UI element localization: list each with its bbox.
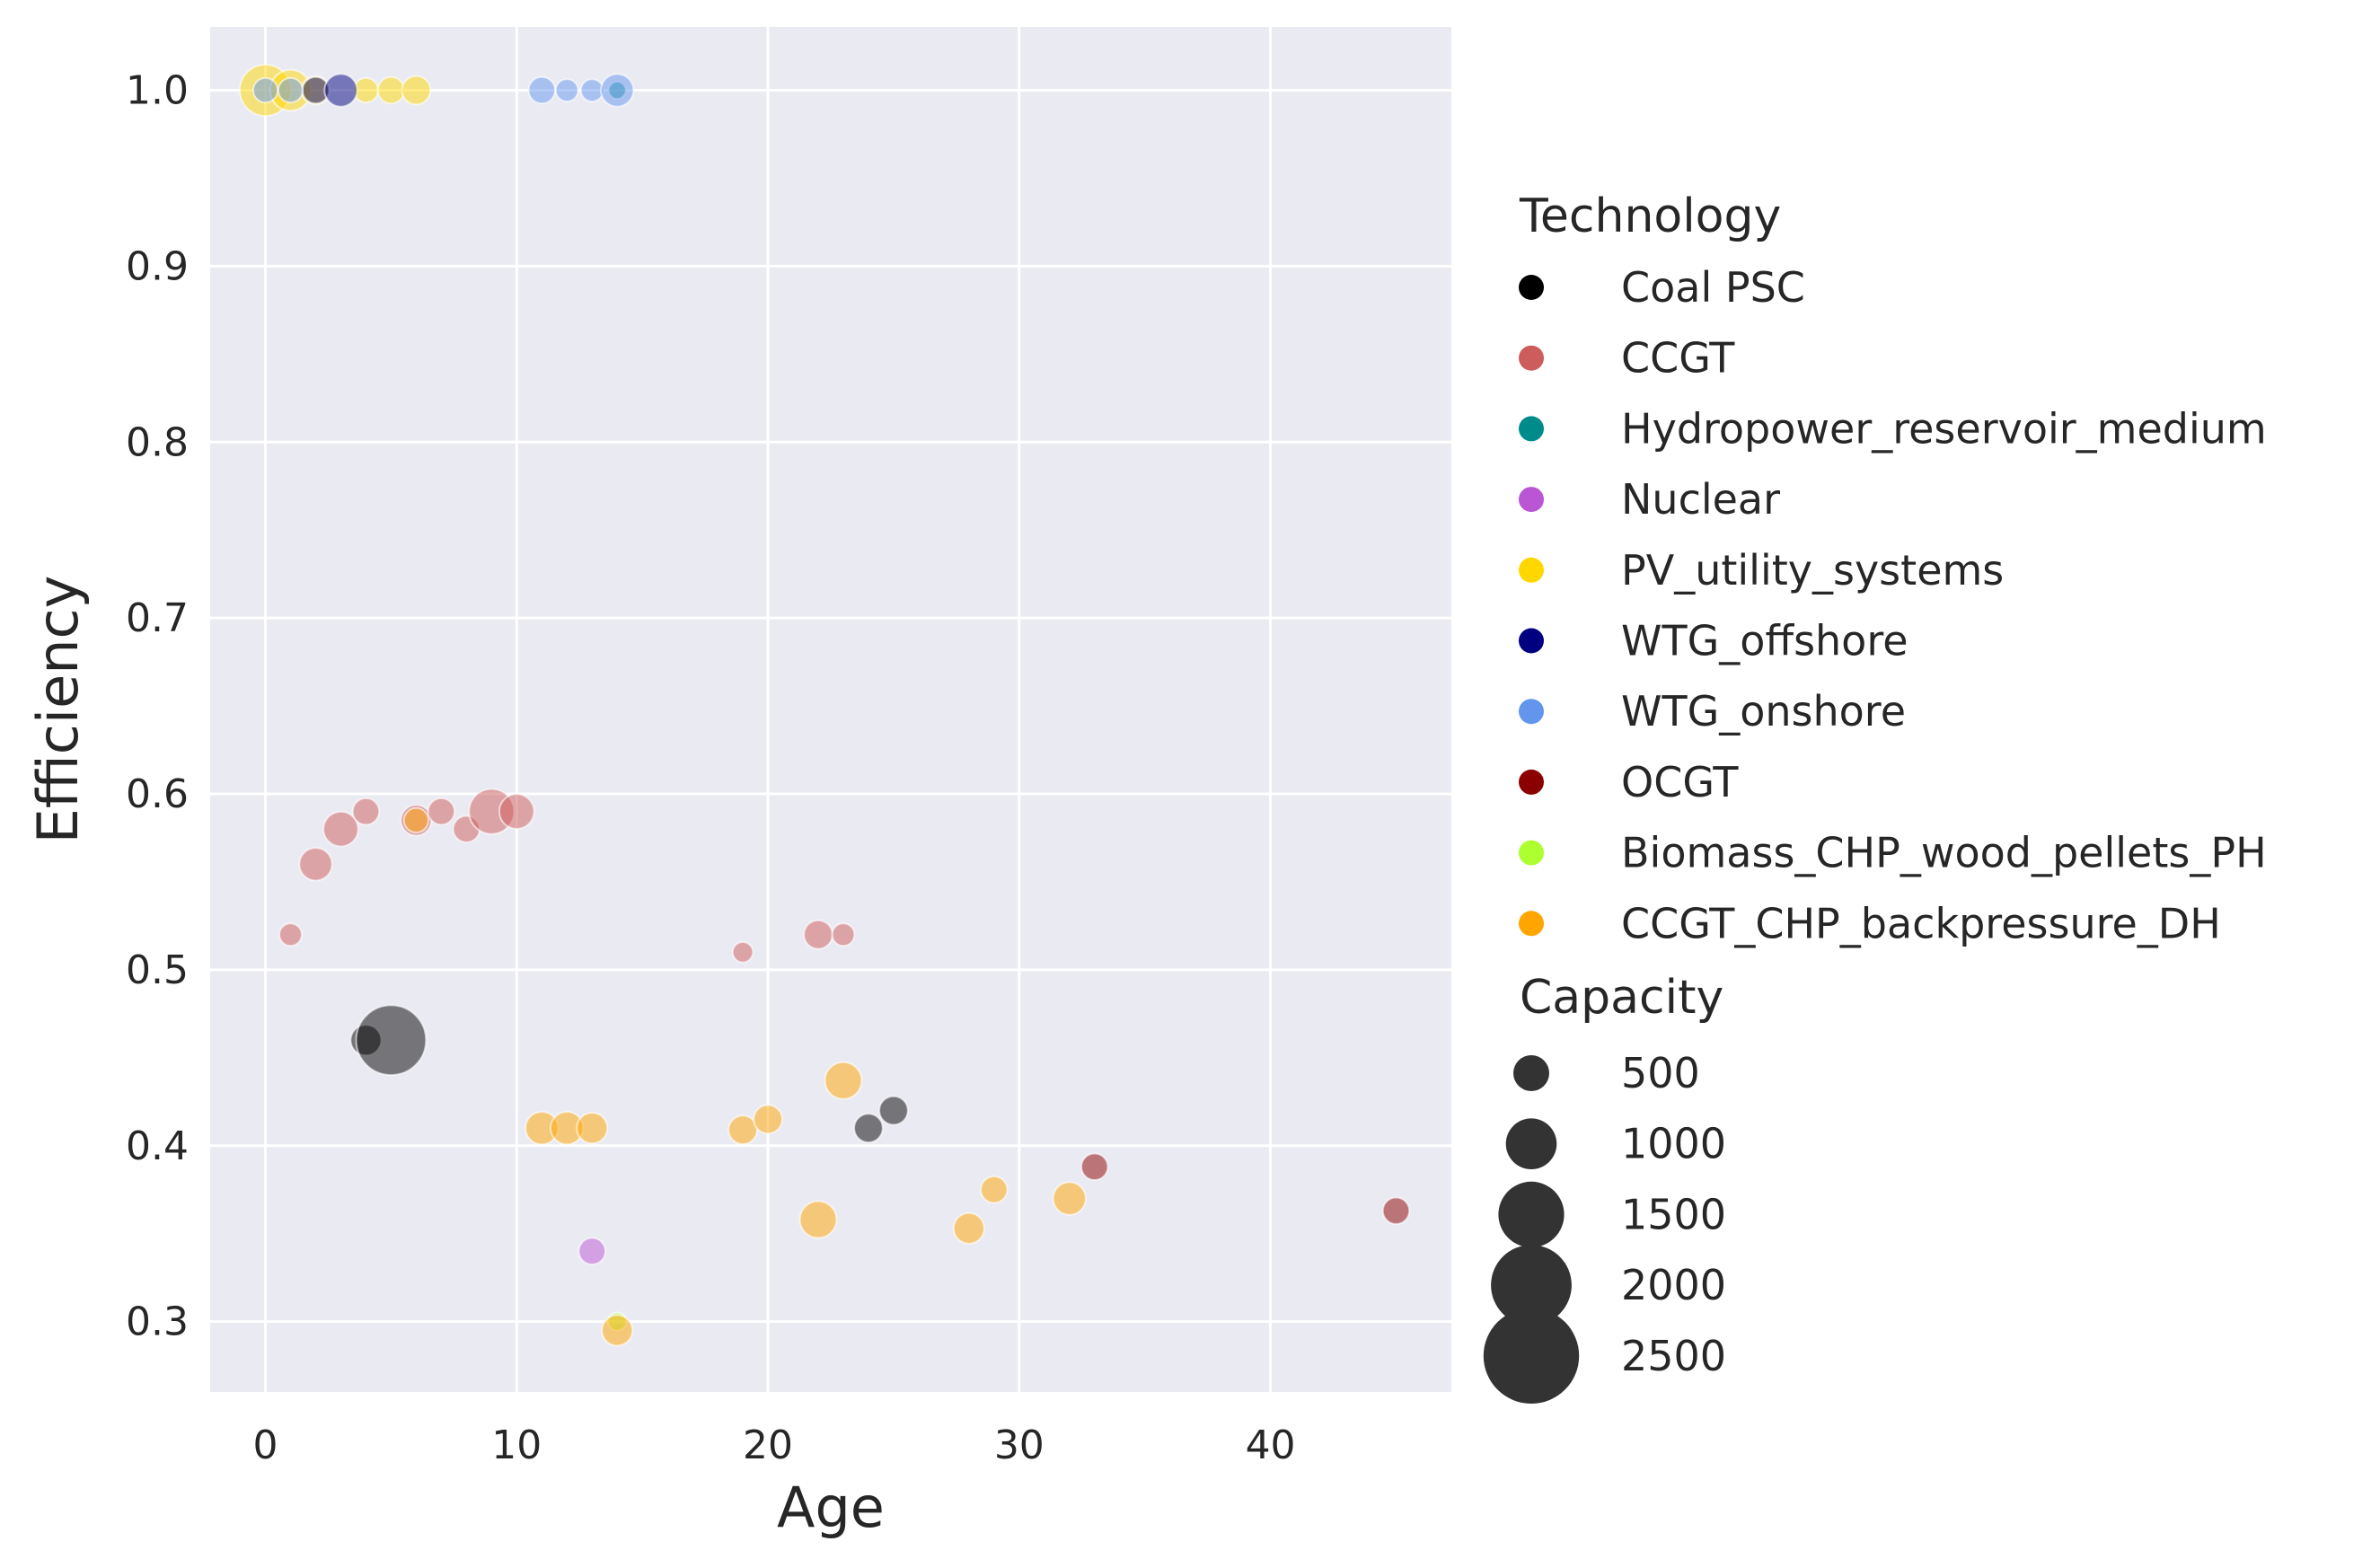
x-tick-label: 40 — [1246, 1422, 1296, 1468]
data-point — [1080, 1152, 1109, 1182]
data-point — [831, 922, 856, 947]
x-tick-label: 10 — [491, 1422, 542, 1468]
data-point — [878, 1095, 909, 1126]
legend-marker — [1519, 275, 1544, 300]
data-point — [376, 75, 406, 105]
legend-size-label: 1000 — [1621, 1120, 1726, 1168]
data-point — [600, 73, 635, 108]
data-point — [952, 1211, 985, 1245]
plot-background — [210, 27, 1451, 1392]
legend-marker — [1519, 345, 1544, 371]
x-tick-labels: 0 10 20 30 40 — [253, 1422, 1296, 1468]
data-point — [351, 797, 381, 826]
y-tick-label: 0.9 — [126, 243, 189, 289]
data-point — [601, 1314, 634, 1347]
legend-marker — [1519, 840, 1544, 866]
data-point — [355, 1004, 428, 1077]
y-tick-label: 0.5 — [126, 947, 189, 993]
data-point — [427, 797, 456, 826]
y-tick-label: 0.3 — [126, 1299, 189, 1345]
y-tick-label: 0.6 — [126, 771, 189, 817]
y-tick-labels: 0.3 0.4 0.5 0.6 0.7 0.8 0.9 1.0 — [126, 68, 189, 1345]
legend-marker — [1519, 769, 1544, 795]
legend-marker — [1519, 416, 1544, 442]
data-point — [1052, 1181, 1087, 1216]
legend-size-marker — [1505, 1118, 1557, 1169]
data-point — [401, 75, 432, 106]
y-axis-label: Efficiency — [25, 576, 91, 844]
legend-size-label: 500 — [1621, 1049, 1700, 1097]
legend-label: CCGT — [1621, 334, 1735, 383]
data-point — [498, 793, 535, 830]
data-points — [238, 63, 1411, 1347]
data-point — [277, 76, 304, 104]
data-point — [824, 1061, 863, 1100]
legend-marker — [1519, 628, 1544, 654]
data-point — [1381, 1196, 1411, 1225]
legend-size-marker — [1513, 1055, 1549, 1091]
x-axis-label: Age — [777, 1475, 885, 1540]
y-tick-label: 0.7 — [126, 595, 189, 641]
grid-lines — [210, 27, 1451, 1392]
data-point — [251, 76, 279, 104]
legend-size-marker — [1498, 1181, 1565, 1247]
data-point — [980, 1175, 1009, 1204]
y-tick-label: 1.0 — [126, 68, 189, 114]
data-point — [278, 922, 303, 947]
data-point — [323, 73, 358, 108]
data-point — [579, 78, 604, 102]
legend-size-label: 2500 — [1621, 1332, 1726, 1380]
data-point — [527, 75, 557, 105]
legend-hue-title: Technology — [1519, 189, 1781, 243]
legend-marker — [1519, 487, 1544, 513]
legend-label: CCGT_CHP_backpressure_DH — [1621, 899, 2221, 947]
y-tick-label: 0.4 — [126, 1123, 189, 1169]
data-point — [798, 1200, 838, 1239]
legend-label: Biomass_CHP_wood_pellets_PH — [1621, 829, 2267, 877]
data-point — [853, 1113, 884, 1144]
legend-marker — [1519, 699, 1544, 725]
legend-label: Coal PSC — [1621, 263, 1805, 312]
data-point — [731, 941, 754, 964]
legend-size-title: Capacity — [1520, 971, 1723, 1025]
x-tick-label: 0 — [253, 1422, 278, 1468]
x-tick-label: 30 — [994, 1422, 1045, 1468]
data-point — [576, 1112, 609, 1145]
data-point — [298, 847, 333, 882]
legend-marker — [1519, 557, 1544, 583]
data-point — [554, 78, 579, 102]
legend-label: Hydropower_reservoir_medium — [1621, 404, 2267, 453]
legend: Technology Coal PSC CCGT Hydropower_reservo… — [1483, 189, 2267, 1405]
legend-size-marker — [1491, 1245, 1572, 1326]
legend-label: WTG_onshore — [1621, 687, 1906, 735]
legend-label: Nuclear — [1621, 475, 1780, 524]
legend-label: OCGT — [1621, 758, 1739, 806]
data-point — [577, 1237, 606, 1266]
legend-marker — [1519, 911, 1544, 937]
data-point — [322, 810, 359, 848]
legend-label: PV_utility_systems — [1621, 546, 2004, 595]
legend-size-label: 2000 — [1621, 1261, 1726, 1309]
data-point — [753, 1104, 783, 1135]
legend-size-label: 1500 — [1621, 1190, 1726, 1238]
legend-size-marker — [1483, 1308, 1580, 1405]
data-point — [402, 806, 430, 834]
data-point — [803, 919, 833, 950]
y-tick-label: 0.8 — [126, 419, 189, 465]
x-tick-label: 20 — [743, 1422, 793, 1468]
legend-label: WTG_offshore — [1621, 617, 1908, 665]
